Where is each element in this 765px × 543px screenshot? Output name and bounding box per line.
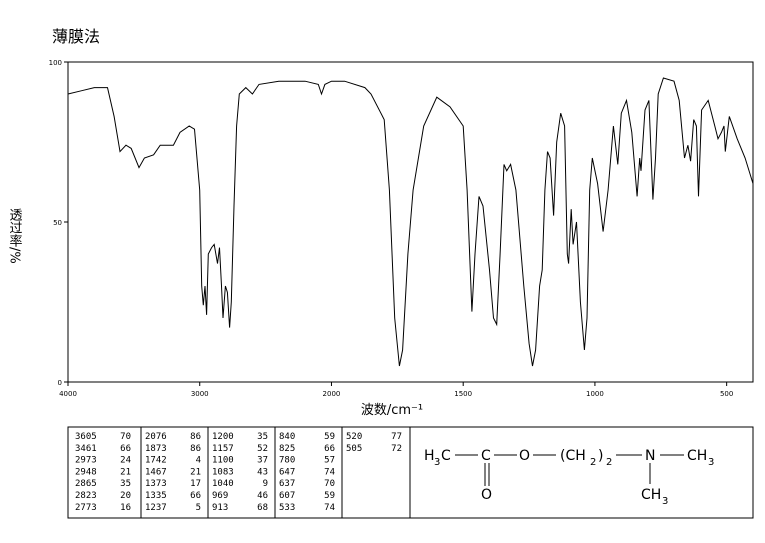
peak-transmittance: 43 [257, 467, 268, 477]
peak-wavenumber: 1742 [145, 456, 167, 466]
peak-wavenumber: 2773 [75, 503, 97, 513]
peak-transmittance: 86 [190, 432, 201, 442]
peak-wavenumber: 825 [279, 444, 295, 454]
spectrum-line [67, 77, 754, 367]
peak-transmittance: 35 [257, 432, 268, 442]
peak-wavenumber: 1873 [145, 444, 167, 454]
subscript: 3 [434, 457, 440, 468]
x-tick-label: 4000 [59, 390, 77, 398]
peak-transmittance: 70 [120, 432, 131, 442]
atom: H [424, 448, 435, 464]
y-tick-label: 0 [58, 379, 62, 387]
peak-wavenumber: 647 [279, 467, 295, 477]
peak-transmittance: 68 [257, 503, 268, 513]
subscript: 3 [662, 496, 668, 507]
y-tick-label: 100 [49, 59, 62, 67]
peak-wavenumber: 1200 [212, 432, 234, 442]
peak-transmittance: 66 [324, 444, 335, 454]
peak-wavenumber: 2865 [75, 479, 97, 489]
peak-wavenumber: 1100 [212, 456, 234, 466]
peak-transmittance: 66 [120, 444, 131, 454]
peak-transmittance: 17 [190, 479, 201, 489]
peak-transmittance: 74 [324, 467, 335, 477]
x-tick-label: 500 [720, 390, 733, 398]
peak-wavenumber: 1237 [145, 503, 167, 513]
peak-transmittance: 4 [196, 456, 201, 466]
page-title: 薄膜法 [52, 27, 100, 46]
peak-wavenumber: 969 [212, 491, 228, 501]
peak-wavenumber: 1335 [145, 491, 167, 501]
atom: C [481, 448, 491, 464]
peak-wavenumber: 2973 [75, 456, 97, 466]
peak-wavenumber: 2076 [145, 432, 167, 442]
peak-wavenumber: 1467 [145, 467, 167, 477]
peak-wavenumber: 780 [279, 456, 295, 466]
peak-transmittance: 86 [190, 444, 201, 454]
peak-wavenumber: 1157 [212, 444, 234, 454]
peak-wavenumber: 1083 [212, 467, 234, 477]
peak-transmittance: 5 [196, 503, 201, 513]
peak-transmittance: 59 [324, 432, 335, 442]
peak-wavenumber: 2948 [75, 467, 97, 477]
peak-wavenumber: 533 [279, 503, 295, 513]
x-tick-label: 1000 [586, 390, 604, 398]
peak-transmittance: 9 [263, 479, 268, 489]
peak-transmittance: 20 [120, 491, 131, 501]
y-axis-label: 透过率/% [7, 208, 23, 264]
structure-formula: H 3 C C O O (CH 2 ) 2 N CH 3 CH 3 [424, 448, 714, 507]
group: ) [598, 448, 603, 464]
x-tick-label: 2000 [323, 390, 341, 398]
peak-transmittance: 72 [391, 444, 402, 454]
peak-transmittance: 59 [324, 491, 335, 501]
peak-wavenumber: 520 [346, 432, 362, 442]
peak-wavenumber: 2823 [75, 491, 97, 501]
peak-wavenumber: 1373 [145, 479, 167, 489]
group: CH [687, 448, 707, 464]
peak-transmittance: 24 [120, 456, 131, 466]
group: (CH [560, 448, 586, 464]
peak-transmittance: 21 [120, 467, 131, 477]
peak-wavenumber: 913 [212, 503, 228, 513]
x-tick-label: 3000 [191, 390, 209, 398]
peak-transmittance: 52 [257, 444, 268, 454]
peak-table: 3605 70 3461 66 2973 24 2948 21 2865 35 2823 20 2773… [75, 427, 411, 518]
peak-transmittance: 77 [391, 432, 402, 442]
peak-transmittance: 21 [190, 467, 201, 477]
peak-wavenumber: 637 [279, 479, 295, 489]
peak-transmittance: 16 [120, 503, 131, 513]
peak-transmittance: 46 [257, 491, 268, 501]
peak-wavenumber: 1040 [212, 479, 234, 489]
peak-transmittance: 35 [120, 479, 131, 489]
atom: O [481, 487, 492, 503]
peak-transmittance: 74 [324, 503, 335, 513]
peak-wavenumber: 505 [346, 444, 362, 454]
peak-transmittance: 66 [190, 491, 201, 501]
atom: C [441, 448, 451, 464]
subscript: 2 [590, 457, 596, 468]
peak-wavenumber: 840 [279, 432, 295, 442]
peak-transmittance: 70 [324, 479, 335, 489]
peak-wavenumber: 607 [279, 491, 295, 501]
subscript: 2 [606, 457, 612, 468]
peak-wavenumber: 3605 [75, 432, 97, 442]
peak-transmittance: 37 [257, 456, 268, 466]
y-tick-label: 50 [53, 219, 62, 227]
x-tick-label: 1500 [454, 390, 472, 398]
x-axis-label: 波数/cm⁻¹ [361, 403, 423, 418]
atom: N [645, 448, 655, 464]
atom: O [519, 448, 530, 464]
subscript: 3 [708, 457, 714, 468]
group: CH [641, 487, 661, 503]
peak-wavenumber: 3461 [75, 444, 97, 454]
peak-transmittance: 57 [324, 456, 335, 466]
